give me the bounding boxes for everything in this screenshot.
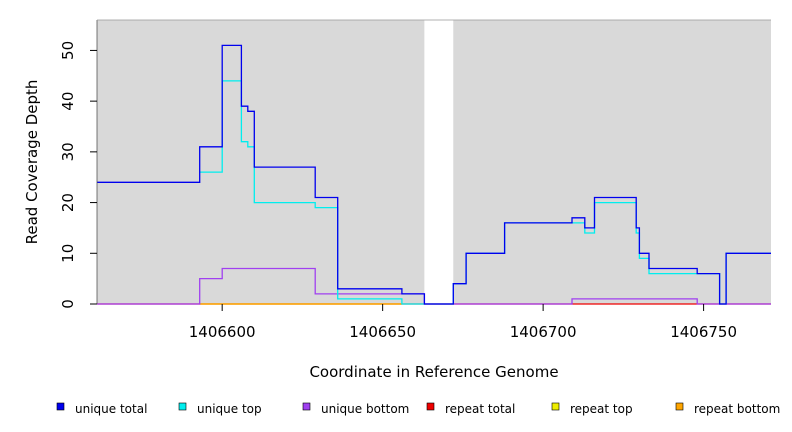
legend: unique total unique top unique bottom repea… bbox=[56, 402, 780, 416]
series-unique-total bbox=[97, 44, 771, 305]
legend-label: repeat total bbox=[445, 402, 515, 416]
y-axis-label: Read Coverage Depth bbox=[23, 80, 41, 245]
legend-swatch bbox=[56, 402, 65, 411]
legend-item: repeat total bbox=[426, 402, 515, 416]
legend-item: repeat top bbox=[551, 402, 633, 416]
legend-swatch bbox=[302, 402, 311, 411]
y-tick-label: 20 bbox=[59, 193, 77, 212]
legend-label: repeat bottom bbox=[694, 402, 780, 416]
legend-item: unique total bbox=[56, 402, 147, 416]
legend-item: unique bottom bbox=[302, 402, 409, 416]
y-tick-label: 10 bbox=[59, 244, 77, 263]
axes-layer: 1406600 1406650 1406700 1406750 0 10 20 30 40 50 bbox=[59, 19, 771, 341]
legend-label: unique total bbox=[75, 402, 147, 416]
legend-swatch bbox=[178, 402, 187, 411]
series-layer bbox=[97, 44, 771, 305]
legend-label: unique bottom bbox=[321, 402, 409, 416]
y-tick-label: 30 bbox=[59, 142, 77, 161]
x-tick-label: 1406600 bbox=[189, 323, 256, 341]
legend-label: repeat top bbox=[570, 402, 633, 416]
y-tick-label: 50 bbox=[59, 41, 77, 60]
y-tick-label: 0 bbox=[59, 299, 77, 309]
x-tick-label: 1406650 bbox=[349, 323, 416, 341]
legend-item: unique top bbox=[178, 402, 262, 416]
legend-swatch bbox=[426, 402, 435, 411]
legend-item: repeat bottom bbox=[675, 402, 780, 416]
x-axis-label: Coordinate in Reference Genome bbox=[309, 363, 558, 381]
legend-swatch bbox=[551, 402, 560, 411]
legend-swatch bbox=[675, 402, 684, 411]
plot-gap bbox=[424, 20, 454, 304]
x-tick-label: 1406750 bbox=[670, 323, 737, 341]
legend-label: unique top bbox=[197, 402, 262, 416]
y-tick-label: 40 bbox=[59, 92, 77, 111]
x-tick-label: 1406700 bbox=[510, 323, 577, 341]
